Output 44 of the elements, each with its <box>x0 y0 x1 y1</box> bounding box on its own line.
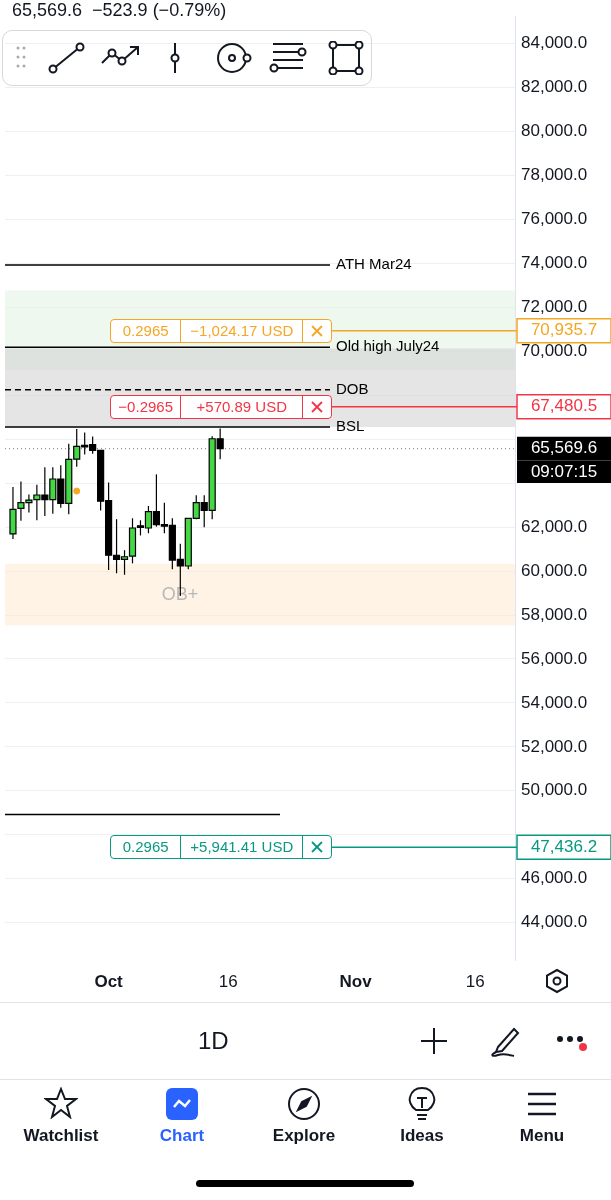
ref-line-label: BSL <box>336 417 365 435</box>
x-tick-label: Oct <box>94 971 124 991</box>
x-tick-label: Nov <box>339 971 373 991</box>
ref-line-label: Old high July24 <box>336 337 440 355</box>
y-tick-label: 84,000.0 <box>521 33 588 53</box>
annotation: +5,941.41 USD <box>181 836 304 859</box>
y-tick-label: 76,000.0 <box>521 209 588 229</box>
y-tick-label: 54,000.0 <box>521 692 588 712</box>
y-tick-label: 78,000.0 <box>521 165 588 185</box>
y-tick-label: 62,000.0 <box>521 516 588 536</box>
ref-line-label: ATH Mar24 <box>336 255 412 273</box>
annotation: −0.2965 <box>111 395 182 418</box>
annotation: 0.2965 <box>111 319 182 342</box>
ref-line-label: 70,935.7 <box>530 320 598 340</box>
band-label: OB+ <box>161 583 199 604</box>
text: Explore <box>272 1126 336 1146</box>
ref-line-label: DOB <box>336 379 369 397</box>
y-tick-label: 82,000.0 <box>521 77 588 97</box>
x-tick-label: 16 <box>465 971 485 991</box>
text: Ideas <box>400 1126 444 1146</box>
y-tick-label: 50,000.0 <box>521 780 588 800</box>
y-tick-label: 58,000.0 <box>521 604 588 624</box>
annotation: 0.2965 <box>111 836 182 859</box>
y-tick-label: 56,000.0 <box>521 648 588 668</box>
annotation: −1,024.17 USD <box>181 319 304 342</box>
ref-line-label: 67,480.5 <box>530 396 598 416</box>
y-tick-label: 60,000.0 <box>521 560 588 580</box>
y-tick-label: 70,000.0 <box>521 341 588 360</box>
y-tick-label: 72,000.0 <box>521 297 588 317</box>
text: Chart <box>159 1126 205 1146</box>
y-tick-label: 74,000.0 <box>521 253 588 273</box>
text: 1D <box>198 1027 229 1055</box>
text: Menu <box>519 1126 565 1146</box>
y-tick-label: 52,000.0 <box>521 736 588 756</box>
text: 09:07:15 <box>517 460 611 483</box>
text: Watchlist <box>23 1126 99 1146</box>
x-tick-label: 16 <box>218 971 238 991</box>
y-tick-label: 80,000.0 <box>521 121 588 141</box>
ref-line-label: 65,569.6 <box>530 438 598 458</box>
y-tick-label: 44,000.0 <box>521 912 588 932</box>
annotation: +570.89 USD <box>181 395 304 418</box>
ref-line-label: 47,436.2 <box>530 836 598 856</box>
y-tick-label: 46,000.0 <box>521 868 588 888</box>
chart-title: 65,569.6 −523.9 (−0.79%) <box>12 0 227 21</box>
